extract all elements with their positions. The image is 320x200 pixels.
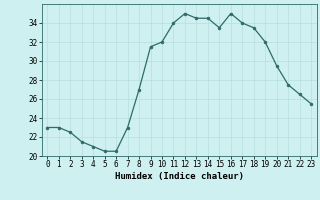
X-axis label: Humidex (Indice chaleur): Humidex (Indice chaleur) bbox=[115, 172, 244, 181]
